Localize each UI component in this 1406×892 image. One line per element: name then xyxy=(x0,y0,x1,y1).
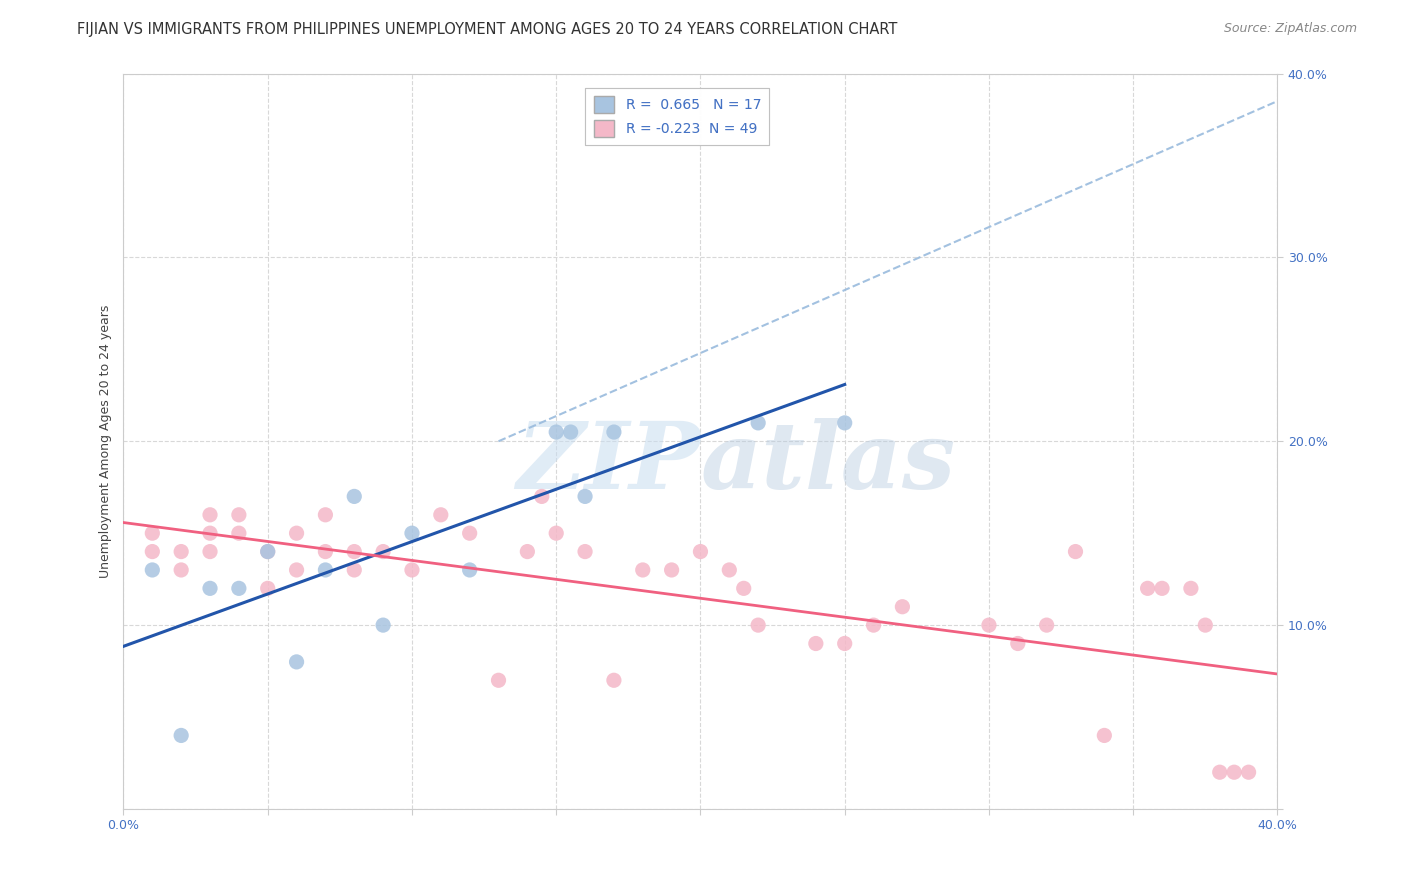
Point xyxy=(228,526,250,541)
Point xyxy=(430,508,453,522)
Point xyxy=(1064,544,1087,558)
Point xyxy=(198,526,221,541)
Point xyxy=(170,544,193,558)
Point xyxy=(718,563,741,577)
Point xyxy=(314,563,336,577)
Point xyxy=(285,526,308,541)
Point xyxy=(747,618,769,632)
Point xyxy=(530,490,553,504)
Point xyxy=(1007,636,1029,650)
Point xyxy=(285,655,308,669)
Point xyxy=(256,582,278,596)
Point xyxy=(256,544,278,558)
Text: FIJIAN VS IMMIGRANTS FROM PHILIPPINES UNEMPLOYMENT AMONG AGES 20 TO 24 YEARS COR: FIJIAN VS IMMIGRANTS FROM PHILIPPINES UN… xyxy=(77,22,897,37)
Point xyxy=(1150,582,1173,596)
Point xyxy=(141,526,163,541)
Point xyxy=(546,425,568,439)
Point xyxy=(560,425,582,439)
Point xyxy=(343,490,366,504)
Legend: R =  0.665   N = 17, R = -0.223  N = 49: R = 0.665 N = 17, R = -0.223 N = 49 xyxy=(585,87,769,145)
Text: atlas: atlas xyxy=(700,418,956,508)
Point xyxy=(170,728,193,742)
Point xyxy=(228,582,250,596)
Point xyxy=(488,673,510,688)
Point xyxy=(1092,728,1115,742)
Point xyxy=(401,526,423,541)
Point xyxy=(314,508,336,522)
Point xyxy=(1035,618,1057,632)
Point xyxy=(516,544,538,558)
Point xyxy=(603,425,626,439)
Point xyxy=(834,416,856,430)
Y-axis label: Unemployment Among Ages 20 to 24 years: Unemployment Among Ages 20 to 24 years xyxy=(100,304,112,578)
Point xyxy=(804,636,827,650)
Point xyxy=(198,508,221,522)
Point xyxy=(314,544,336,558)
Point xyxy=(977,618,1000,632)
Point xyxy=(747,416,769,430)
Point xyxy=(1194,618,1216,632)
Point xyxy=(228,508,250,522)
Point xyxy=(256,544,278,558)
Point xyxy=(458,563,481,577)
Point xyxy=(834,636,856,650)
Point xyxy=(458,526,481,541)
Point xyxy=(891,599,914,614)
Point xyxy=(574,544,596,558)
Point xyxy=(689,544,711,558)
Point xyxy=(141,563,163,577)
Text: Source: ZipAtlas.com: Source: ZipAtlas.com xyxy=(1223,22,1357,36)
Point xyxy=(733,582,755,596)
Point xyxy=(1136,582,1159,596)
Point xyxy=(574,490,596,504)
Point xyxy=(371,544,394,558)
Point xyxy=(371,618,394,632)
Point xyxy=(661,563,683,577)
Point xyxy=(1209,765,1232,780)
Point xyxy=(862,618,884,632)
Point xyxy=(401,563,423,577)
Point xyxy=(603,673,626,688)
Point xyxy=(170,563,193,577)
Point xyxy=(1180,582,1202,596)
Point xyxy=(343,563,366,577)
Point xyxy=(631,563,654,577)
Point xyxy=(343,544,366,558)
Point xyxy=(285,563,308,577)
Point xyxy=(1237,765,1260,780)
Point xyxy=(1223,765,1246,780)
Point xyxy=(198,544,221,558)
Point xyxy=(141,544,163,558)
Text: ZIP: ZIP xyxy=(516,418,700,508)
Point xyxy=(198,582,221,596)
Point xyxy=(546,526,568,541)
